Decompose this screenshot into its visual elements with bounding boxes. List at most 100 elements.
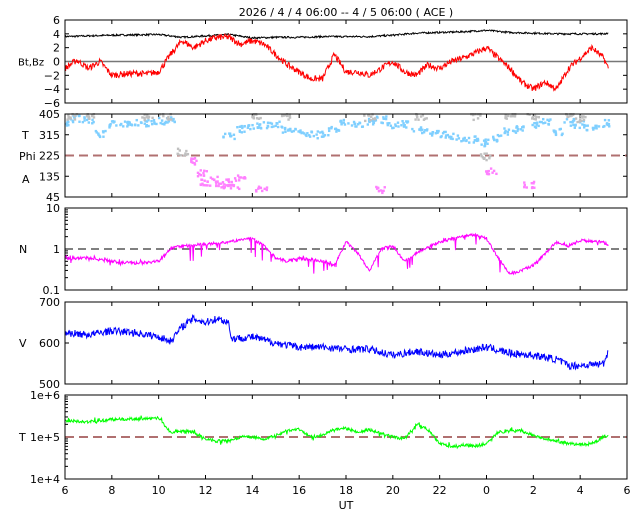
data-point [416, 115, 419, 119]
data-point [327, 129, 331, 133]
data-point [204, 184, 207, 187]
x-tick-label: 22 [433, 484, 447, 497]
data-point [504, 116, 507, 119]
data-point [284, 130, 287, 134]
data-point [159, 121, 162, 125]
data-point [547, 122, 550, 126]
data-point [397, 125, 400, 128]
data-point [450, 135, 453, 139]
data-point [67, 123, 70, 127]
data-point [400, 124, 403, 127]
data-point [452, 132, 455, 136]
data-point [350, 124, 354, 127]
data-point [166, 121, 169, 124]
data-point [533, 186, 536, 189]
data-point [259, 116, 262, 120]
data-point [553, 130, 556, 134]
data-point [561, 132, 564, 135]
data-point [321, 132, 325, 135]
data-point [234, 179, 238, 182]
data-point [554, 132, 558, 135]
data-point [287, 118, 290, 121]
data-point [95, 131, 98, 134]
data-point [252, 127, 255, 130]
data-point [540, 120, 543, 124]
data-point [476, 117, 480, 120]
data-point [525, 186, 528, 189]
data-point [77, 114, 81, 118]
y-axis-label: Phi [19, 150, 36, 163]
data-point [402, 122, 405, 125]
data-point [533, 117, 536, 121]
data-point [281, 131, 285, 134]
data-point [381, 121, 384, 125]
data-point [223, 183, 226, 186]
data-point [486, 142, 489, 145]
data-point [457, 137, 461, 140]
series-bt [64, 29, 609, 40]
data-point [147, 116, 150, 120]
data-point [265, 188, 268, 192]
data-point [316, 137, 319, 140]
data-point [94, 129, 98, 133]
data-point [484, 138, 487, 141]
data-point [340, 123, 343, 126]
data-point [185, 149, 188, 153]
data-point [608, 125, 611, 128]
data-point [190, 157, 193, 160]
data-point [528, 113, 531, 116]
data-point [569, 120, 572, 124]
data-point [440, 135, 443, 138]
data-point [276, 122, 279, 125]
data-point [190, 158, 193, 162]
data-point [476, 139, 480, 142]
y-tick-label: 4 [53, 28, 60, 41]
data-point [581, 123, 584, 126]
plot-frame [64, 19, 628, 104]
data-point [546, 118, 549, 122]
data-point [73, 116, 76, 119]
data-point [391, 126, 394, 130]
data-point [492, 137, 495, 140]
data-point [128, 122, 131, 125]
data-point [102, 135, 105, 138]
data-point [411, 127, 414, 131]
data-point [71, 120, 75, 124]
data-point [289, 129, 292, 132]
y-tick-label: 225 [39, 150, 60, 163]
data-point [177, 153, 180, 156]
data-point [492, 135, 495, 139]
data-point [534, 118, 538, 121]
data-point [220, 186, 223, 189]
data-point [258, 123, 261, 127]
data-point [218, 182, 221, 185]
data-point [511, 114, 515, 118]
data-point [171, 119, 174, 122]
data-point [251, 123, 254, 127]
data-point [373, 119, 376, 122]
data-point [206, 180, 209, 183]
data-point [140, 121, 143, 125]
data-point [213, 178, 216, 181]
data-point [145, 116, 149, 119]
data-point [533, 125, 537, 128]
data-point [193, 163, 197, 166]
data-point [182, 154, 185, 157]
data-point [270, 122, 274, 125]
data-point [434, 132, 438, 135]
data-point [474, 138, 477, 142]
data-point [137, 124, 140, 127]
data-point [472, 118, 475, 122]
data-point [431, 131, 435, 134]
data-point [484, 170, 488, 173]
data-point [220, 182, 223, 185]
data-point [110, 120, 114, 123]
data-point [347, 122, 350, 125]
data-point [480, 154, 483, 158]
data-point [584, 124, 587, 127]
data-point [69, 116, 72, 119]
data-point [426, 128, 429, 131]
data-point [300, 131, 303, 135]
data-point [304, 133, 307, 137]
